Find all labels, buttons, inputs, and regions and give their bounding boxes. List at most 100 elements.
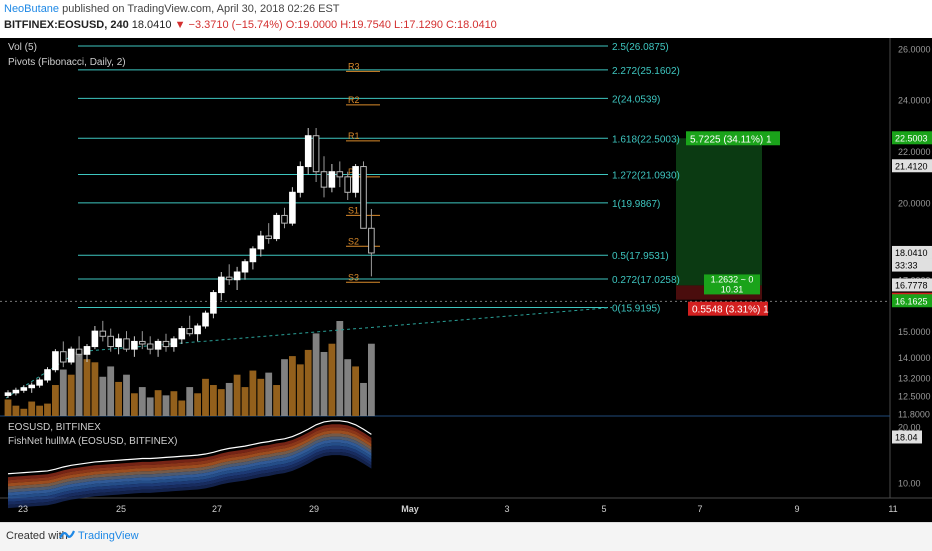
candle-body [83,346,91,355]
price-scale-label: 14.0000 [898,353,931,363]
price-scale-badge-label: 22.5003 [895,133,928,143]
volume-bar [289,356,296,416]
volume-bar [4,399,12,416]
tradingview-logo-icon [58,528,76,547]
fib-level-label: 2.5(26.0875) [612,42,669,53]
indicator-scale-label: 10.00 [898,479,921,489]
volume-bar [178,400,186,416]
volume-bar [91,362,99,416]
candle-body [241,261,249,273]
candle-body [257,235,265,250]
candle-body [75,348,83,355]
price-scale-badge [892,294,932,308]
price-scale-label: 20.0000 [898,199,931,209]
candle-body [273,214,280,240]
volume-bar [52,385,59,416]
volume-bar [249,370,257,416]
time-axis-label: May [401,504,419,514]
volume-bar [115,381,122,416]
target-badge [686,131,780,146]
candle-body [328,171,336,188]
time-axis-label: 29 [309,504,319,514]
volume-bar [328,343,336,416]
candle-body [52,351,59,371]
hullma-band [8,433,372,490]
price-scale-label: 15.0000 [898,327,931,337]
indicator-value-label: 18.04 [895,432,918,442]
volume-bar [225,382,233,416]
pivot-label: S2 [348,236,359,246]
hullma-band [8,452,372,509]
price-scale-badge [892,245,932,259]
candle-body [368,227,375,254]
volume-bar [320,351,328,416]
author-link[interactable]: NeoButane [4,3,60,15]
price-scale-badge-label: 33:33 [895,261,918,271]
created-with-text: Created with [6,530,68,542]
volume-bar [138,387,146,416]
price-chart-svg[interactable]: 26.000024.000022.000020.000018.000017.00… [0,38,932,522]
candle-body [289,191,296,224]
ohlc-values: O:19.0000 H:19.7540 L:17.1290 C:18.0410 [285,19,497,31]
candle-body [218,276,225,294]
fib-level-label: 1.272(21.0930) [612,170,680,181]
fib-level-label: 0.272(17.0258) [612,275,680,286]
candle-body [281,214,288,224]
tradingview-link[interactable]: TradingView [78,530,139,542]
candle-body [320,171,328,188]
time-axis-label: 25 [116,504,126,514]
candle-body [20,387,28,391]
candle-body [162,340,170,348]
price-change: ▼ −3.3710 (−15.74%) [174,19,283,31]
fib-level-label: 1.618(22.5003) [612,134,680,145]
candle-body [123,338,130,350]
candle-body [225,276,233,281]
legend-entry: Vol (5) [8,42,37,53]
price-scale-label: 24.0000 [898,96,931,106]
volume-bar [265,372,273,416]
fib-level-label: 1(19.9867) [612,199,660,210]
symbol-line: BITFINEX:EOSUSD, 240 18.0410 ▼ −3.3710 (… [4,19,497,31]
candle-body [12,389,20,394]
volume-bar [257,378,265,416]
volume-bar [162,395,170,416]
volume-bar [281,359,288,416]
candle-body [44,369,51,381]
candle-body [139,340,146,345]
price-scale-label: 12.5000 [898,391,931,401]
volume-bar [28,401,36,416]
profit-zone [676,138,762,286]
price-scale-badge-label: 21.4120 [895,161,928,171]
candle-body [210,292,217,314]
price-scale-badge-label: 16.1625 [895,296,928,306]
candle-body [107,335,115,348]
volume-bar [233,374,241,416]
volume-bar [368,343,375,416]
stop-badge-label: 0.5548 (3.31%) 1 [692,305,769,316]
volume-bar [154,390,162,416]
volume-bar [44,403,51,416]
time-axis-label: 7 [697,504,702,514]
chart-area[interactable]: 26.000024.000022.000020.000018.000017.00… [0,38,932,522]
volume-bar [273,385,280,416]
price-scale-badge [892,159,932,173]
candle-body [344,176,351,193]
time-axis-label: 27 [212,504,222,514]
volume-bar [20,408,28,416]
trendline-right [77,306,613,353]
candle-body [146,343,154,350]
candle-body [202,312,209,327]
candle-body [178,328,186,340]
ratio-badge-label: 1.2632 ~ 0 [711,274,754,284]
candle-body [4,392,12,396]
hullma-band [8,442,372,499]
candle-body [115,338,122,348]
pivot-label: R2 [348,95,360,105]
indicator-title: EOSUSD, BITFINEX [8,422,101,433]
candle-body [186,328,193,335]
candle-body [265,235,272,240]
fib-level-label: 0.5(17.9531) [612,251,669,262]
candle-body [194,325,201,335]
hullma-band [8,448,372,505]
price-scale-badge-label: 18.0410 [895,248,928,258]
